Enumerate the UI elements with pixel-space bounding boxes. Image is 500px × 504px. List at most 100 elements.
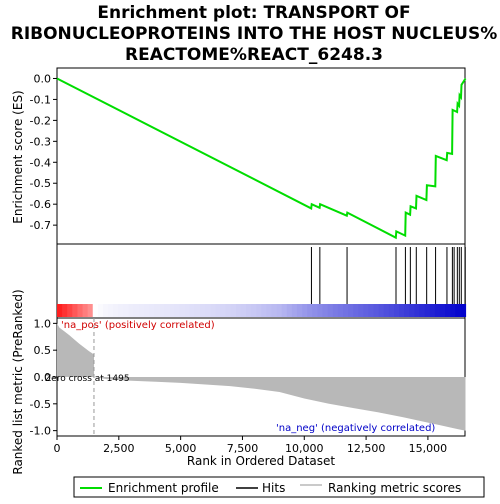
enrichment-score-panel: 0.0 -0.1 -0.2 -0.3 -0.4 -0.5 -0.6 -0.7 Enrichme…	[11, 67, 467, 245]
color-bar-segment	[189, 304, 196, 317]
es-y-tick-label: -0.6	[30, 198, 51, 211]
color-bar-segment	[102, 304, 109, 317]
es-y-axis-label: Enrichment score (ES)	[11, 90, 25, 223]
color-bar-segment	[383, 304, 390, 317]
rank-y-axis-label: Ranked list metric (PreRanked)	[11, 289, 25, 474]
rank-x-tick-label: 12,500	[347, 442, 386, 455]
color-bar-segment	[108, 304, 114, 317]
color-bar-segment	[271, 304, 278, 317]
color-bar-segment	[450, 304, 456, 317]
positive-correlation-label: 'na_pos' (positively correlated)	[61, 320, 215, 331]
es-y-tick-label: -0.5	[30, 177, 51, 190]
color-bar-segment	[62, 304, 68, 317]
color-bar-segment	[143, 304, 150, 317]
color-bar-segment	[363, 304, 370, 317]
color-bar-segment	[368, 304, 375, 317]
color-bar-segment	[97, 304, 104, 317]
rank-x-tick-label: 10,000	[285, 442, 324, 455]
color-bar-segment	[67, 304, 73, 317]
color-bar-segment	[276, 304, 283, 317]
color-bar-segment	[266, 304, 273, 317]
color-bar-segment	[439, 304, 446, 317]
color-bar-segment	[169, 304, 176, 317]
color-bar-segment	[281, 304, 288, 317]
color-bar-segment	[148, 304, 155, 317]
color-bar-segment	[337, 304, 344, 317]
color-bar-segment	[215, 304, 221, 317]
zero-cross-label: Zero cross at 1495	[45, 374, 130, 384]
color-bar-segment	[419, 304, 426, 317]
legend-ranking-label: Ranking metric scores	[328, 481, 461, 495]
color-bar-segment	[128, 304, 135, 317]
es-y-tick-label: -0.1	[30, 93, 51, 106]
color-bar-segment	[429, 304, 436, 317]
plot-title-line-1: Enrichment plot: TRANSPORT OF	[97, 3, 410, 23]
rank-y-tick-label: 0.5	[34, 344, 52, 357]
color-bar-segment	[317, 304, 324, 317]
color-bar-segment	[394, 304, 400, 317]
enrichment-profile-line	[56, 77, 467, 240]
color-bar-segment	[399, 304, 405, 317]
color-bar-segment	[87, 304, 94, 317]
color-bar-segment	[154, 304, 160, 317]
rank-y-tick-label: -1.0	[30, 425, 51, 438]
legend-frame	[73, 476, 485, 498]
color-bar-segment	[348, 304, 354, 317]
color-bar-segment	[302, 304, 308, 317]
color-bar-segment	[240, 304, 247, 317]
color-bar-segment	[92, 304, 99, 317]
es-panel-frame	[56, 67, 466, 245]
color-bar-segment	[286, 304, 293, 317]
color-bar-segment	[133, 304, 140, 317]
negative-correlation-label: 'na_neg' (negatively correlated)	[276, 423, 435, 434]
color-bar-segment	[307, 304, 313, 317]
legend-hits-label: Hits	[262, 481, 285, 495]
rank-x-tick-label: 15,000	[409, 442, 448, 455]
color-bar-segment	[174, 304, 181, 317]
color-bar-segment	[373, 304, 380, 317]
color-bar-segment	[358, 304, 364, 317]
color-bar-segment	[225, 304, 232, 317]
es-y-tick-label: -0.7	[30, 219, 51, 232]
color-bar-segment	[312, 304, 319, 317]
color-bar-segment	[409, 304, 416, 317]
rank-x-tick-label: 0	[54, 442, 61, 455]
color-bar-segment	[72, 304, 79, 317]
color-bar-segment	[118, 304, 124, 317]
color-bar-segment	[230, 304, 237, 317]
color-bar-segment	[445, 304, 451, 317]
color-bar-segment	[291, 304, 298, 317]
color-bar-segment	[296, 304, 303, 317]
color-bar-segment	[251, 304, 257, 317]
color-bar-segment	[322, 304, 329, 317]
color-bar-segment	[455, 304, 461, 317]
color-bar-segment	[342, 304, 349, 317]
color-bar-segment	[184, 304, 191, 317]
color-bar-segment	[424, 304, 431, 317]
color-bar-segment	[138, 304, 145, 317]
ranking-metric-area	[57, 323, 466, 431]
hits-panel	[56, 243, 467, 319]
color-bar-segment	[414, 304, 421, 317]
color-bar-segment	[332, 304, 339, 317]
color-bar-segment	[256, 304, 262, 317]
color-bar-segment	[164, 304, 170, 317]
rank-x-tick-label: 5,000	[165, 442, 197, 455]
plot-title-line-2: RIBONUCLEOPROTEINS INTO THE HOST NUCLEUS…	[11, 24, 498, 44]
rank-x-tick-label: 2,500	[103, 442, 135, 455]
es-y-tick-label: -0.4	[30, 156, 51, 169]
rank-x-axis-label: Rank in Ordered Dataset	[187, 454, 335, 468]
color-bar-segment	[434, 304, 441, 317]
color-bar-segment	[404, 304, 410, 317]
color-bar-segment	[210, 304, 216, 317]
color-bar-segment	[77, 304, 84, 317]
color-bar-segment	[353, 304, 359, 317]
color-bar-segment	[388, 304, 395, 317]
color-bar-segment	[245, 304, 252, 317]
color-bar-segment	[113, 304, 119, 317]
es-y-tick-label: 0.0	[34, 72, 52, 85]
rank-x-tick-label: 7,500	[227, 442, 259, 455]
legend-enrichment-label: Enrichment profile	[108, 481, 219, 495]
color-bar-segment	[220, 304, 227, 317]
